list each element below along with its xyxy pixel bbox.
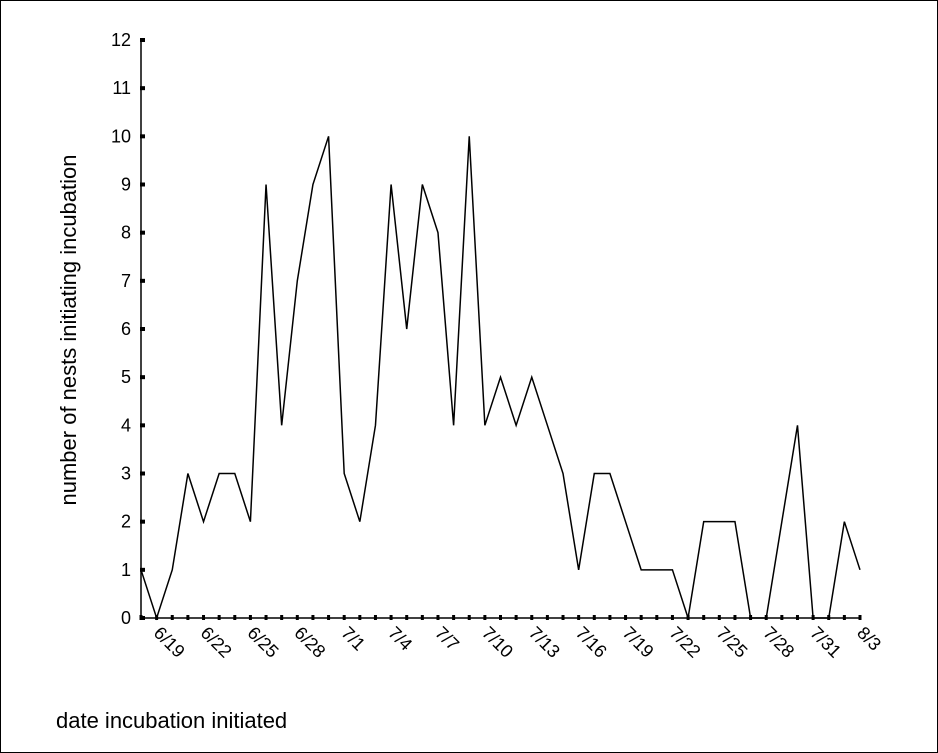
x-tick-label: 7/31 [806,623,845,662]
y-tick-label: 6 [121,319,131,339]
y-axis-title: number of nests initiating incubation [56,155,81,506]
x-tick-label: 6/19 [150,623,189,662]
y-tick-label: 5 [121,367,131,387]
x-tick-label: 7/7 [431,623,463,655]
x-axis-title: date incubation initiated [56,708,287,733]
y-tick-label: 2 [121,512,131,532]
x-tick-label: 7/25 [712,623,751,662]
y-tick-label: 8 [121,223,131,243]
x-ticks: 6/19 6/22 6/25 6/28 7/1 7/4 7/7 7/10 7/13 7/16 7/1… [139,615,885,662]
y-tick-label: 9 [121,175,131,195]
y-tick-label: 7 [121,271,131,291]
x-tick-label: 8/3 [853,623,885,655]
y-tick-label: 1 [121,560,131,580]
y-tick-label: 11 [112,78,131,98]
x-tick-label: 7/16 [572,623,611,662]
x-tick-label: 6/28 [290,623,329,662]
x-tick-label: 7/19 [619,623,658,662]
x-tick-label: 7/28 [759,623,798,662]
x-tick-label: 6/25 [244,623,283,662]
y-tick-label: 3 [121,464,131,484]
y-tick-label: 12 [111,30,131,50]
series-line [140,136,861,621]
x-tick-label: 7/10 [478,623,517,662]
y-tick-label: 4 [121,415,131,435]
y-tick-label: 0 [121,608,131,628]
y-tick-label: 10 [111,126,131,146]
x-tick-label: 6/22 [197,623,236,662]
x-tick-label: 7/22 [666,623,705,662]
x-tick-label: 7/4 [384,623,416,655]
x-tick-label: 7/1 [337,623,369,655]
axes [140,40,860,619]
x-tick-label: 7/13 [525,623,564,662]
